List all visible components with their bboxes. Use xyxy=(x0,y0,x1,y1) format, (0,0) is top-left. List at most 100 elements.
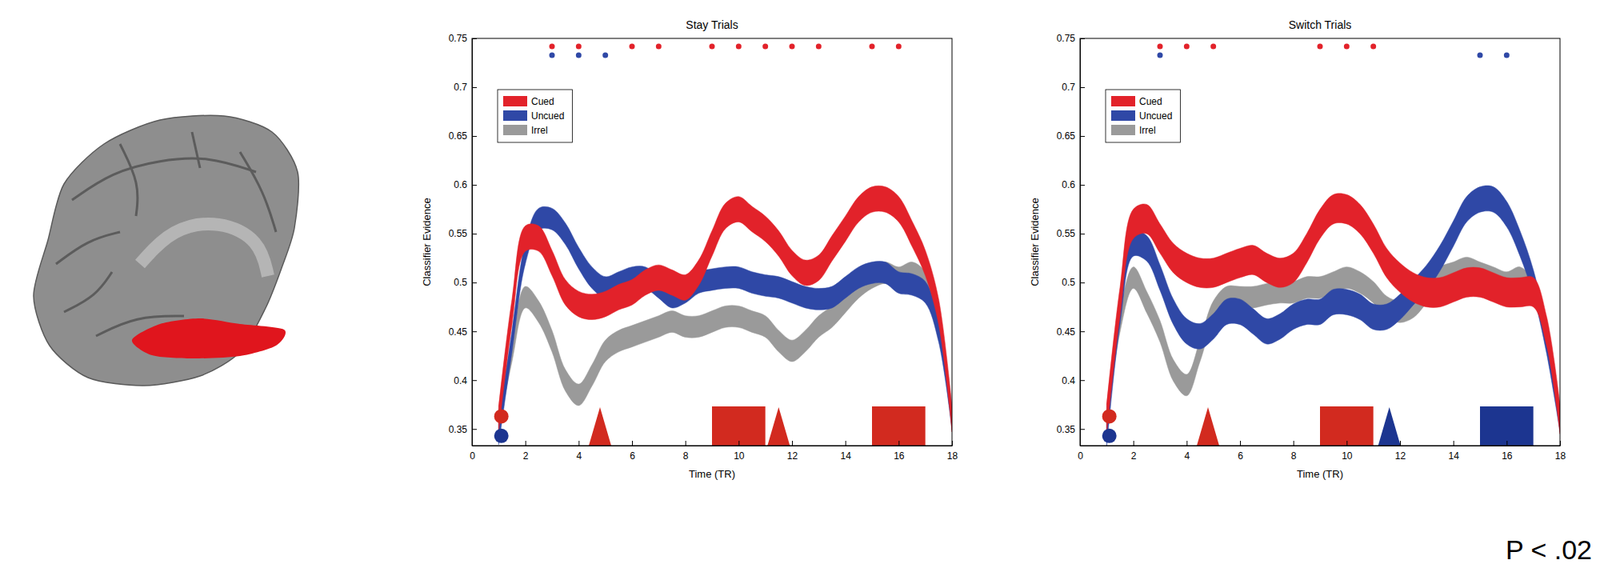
significance-dot xyxy=(736,44,742,50)
x-axis-line xyxy=(1080,445,1561,447)
y-tick-label: 0.75 xyxy=(1056,32,1076,44)
y-tick-mark xyxy=(472,233,477,235)
event-triangle xyxy=(767,407,790,446)
y-tick-label: 0.55 xyxy=(1056,228,1076,240)
significance-dot xyxy=(549,44,556,50)
y-tick: 0.45 xyxy=(1056,326,1085,338)
x-tick: 8 xyxy=(683,440,689,462)
x-tick-mark xyxy=(1560,440,1561,446)
x-tick: 14 xyxy=(1448,440,1460,462)
x-tick-mark xyxy=(1453,440,1455,446)
y-tick-mark xyxy=(472,282,477,284)
y-tick-mark xyxy=(1080,331,1085,332)
x-tick: 16 xyxy=(1501,440,1513,462)
x-tick-mark xyxy=(738,440,740,446)
y-tick-label: 0.4 xyxy=(453,375,468,387)
y-tick-mark xyxy=(1080,87,1085,88)
panel-title: Stay Trials xyxy=(685,18,738,32)
panel: 0246810121416180.350.40.450.50.550.60.65… xyxy=(420,18,958,480)
y-tick-mark xyxy=(472,136,477,137)
x-tick-label: 10 xyxy=(1341,450,1353,462)
y-tick: 0.4 xyxy=(453,375,477,387)
legend-label: Irrel xyxy=(531,124,548,136)
significance-dot xyxy=(1477,52,1484,59)
significance-dot xyxy=(1504,52,1510,59)
x-axis-title: Time (TR) xyxy=(688,468,736,480)
brain-surface xyxy=(33,115,299,386)
plot-area xyxy=(1102,44,1560,447)
y-tick-mark xyxy=(472,38,477,40)
y-tick-mark xyxy=(1080,233,1085,235)
figure: 0246810121416180.350.40.450.50.550.60.65… xyxy=(0,0,1600,572)
x-tick: 10 xyxy=(733,440,745,462)
event-triangle xyxy=(588,407,612,446)
x-tick-label: 14 xyxy=(840,450,852,462)
event-circle xyxy=(1102,408,1117,424)
significance-dot xyxy=(1157,44,1164,50)
significance-dot xyxy=(1317,44,1324,50)
event-triangle xyxy=(1378,407,1401,446)
y-tick-label: 0.75 xyxy=(448,32,468,44)
plot-background xyxy=(1080,38,1560,446)
plot-background xyxy=(472,38,952,446)
y-axis-line xyxy=(1080,39,1081,447)
legend-swatch xyxy=(503,110,528,121)
y-tick: 0.7 xyxy=(453,81,477,93)
y-axis-line xyxy=(472,39,473,447)
y-tick: 0.5 xyxy=(453,276,477,288)
legend-label: Irrel xyxy=(1139,124,1156,136)
event-rect xyxy=(872,406,926,446)
legend-label: Uncued xyxy=(1139,110,1172,122)
significance-dot xyxy=(1344,44,1350,50)
y-tick: 0.35 xyxy=(448,424,477,436)
brain-sulcus xyxy=(120,144,138,216)
x-axis-title: Time (TR) xyxy=(1296,468,1344,480)
x-tick: 2 xyxy=(1131,440,1137,462)
brain-sulcus xyxy=(192,132,200,168)
x-tick-mark xyxy=(1186,440,1188,446)
y-tick-label: 0.35 xyxy=(1056,424,1076,436)
x-tick-label: 18 xyxy=(1555,450,1567,462)
annotation: P < .02 xyxy=(1505,534,1592,565)
x-tick-mark xyxy=(525,440,527,446)
panel-title: Switch Trials xyxy=(1288,18,1352,32)
significance-dot xyxy=(816,44,822,50)
y-tick: 0.5 xyxy=(1061,276,1085,288)
x-axis: 024681012141618 xyxy=(1077,440,1566,462)
y-tick: 0.6 xyxy=(453,179,477,191)
y-tick: 0.65 xyxy=(448,130,477,142)
y-tick-label: 0.5 xyxy=(453,276,468,288)
event-rect xyxy=(712,406,766,446)
legend-label: Uncued xyxy=(531,110,564,122)
x-tick: 8 xyxy=(1291,440,1297,462)
x-tick-label: 4 xyxy=(576,450,582,462)
legend-swatch xyxy=(503,96,528,107)
plot-area xyxy=(494,44,952,447)
legend-swatch xyxy=(1111,96,1136,107)
x-tick-mark xyxy=(1400,440,1401,446)
x-tick-label: 0 xyxy=(1077,450,1084,462)
significance-dot xyxy=(549,52,556,59)
x-tick: 6 xyxy=(629,440,636,462)
y-tick: 0.75 xyxy=(1056,32,1085,44)
legend-label: Cued xyxy=(531,96,555,108)
legend-box xyxy=(1105,89,1180,143)
x-tick: 6 xyxy=(1237,440,1244,462)
y-tick-label: 0.45 xyxy=(448,326,468,338)
y-tick-mark xyxy=(472,331,477,332)
x-tick-label: 2 xyxy=(1131,450,1137,462)
x-tick: 10 xyxy=(1341,440,1353,462)
x-tick: 2 xyxy=(523,440,529,462)
significance-dot xyxy=(762,44,768,50)
significance-dot xyxy=(576,52,582,59)
y-tick: 0.6 xyxy=(1061,179,1085,191)
y-axis: 0.350.40.450.50.550.60.650.70.75 xyxy=(448,32,477,446)
event-triangle xyxy=(1196,407,1220,446)
x-tick-label: 8 xyxy=(1291,450,1297,462)
significance-dot xyxy=(789,44,796,50)
significance-dot xyxy=(896,44,902,50)
y-tick-mark xyxy=(1080,380,1085,381)
significance-dot xyxy=(1184,44,1190,50)
brain-sulcus xyxy=(64,272,112,312)
y-tick-label: 0.6 xyxy=(1061,179,1076,191)
